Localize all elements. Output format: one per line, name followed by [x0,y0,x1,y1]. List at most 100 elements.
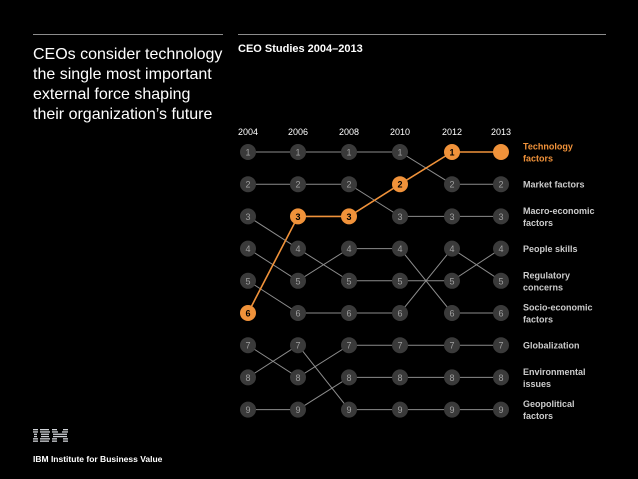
rank-label-2004-9: 9 [245,405,250,415]
rank-node-2004-9 [240,401,256,418]
rank-node-2013-7 [493,337,509,354]
rank-label-2006-1: 1 [295,148,300,158]
rank-label-2012-2: 2 [449,180,454,190]
rank-node-2008-5 [341,272,357,289]
rank-label-2006-7: 7 [295,341,300,351]
rank-label-2008-5: 5 [346,276,351,286]
series-line-environmental-issues [248,376,501,411]
factor-label-line: factors [523,218,553,228]
rank-label-2008-8: 8 [346,373,351,383]
factor-label-line: issues [523,379,551,389]
rank-node-2012-6 [444,305,460,321]
rank-node-2010-4 [392,240,408,257]
rank-node-2010-6 [392,305,408,321]
rank-label-2012-4: 4 [449,244,454,254]
rank-node-2013-4 [493,240,509,257]
factor-label-line: Regulatory [523,270,570,280]
rank-node-2006-7 [290,337,306,354]
rank-label-2012-5: 5 [449,276,454,286]
year-label-2012: 2012 [442,127,462,137]
rank-label-2012-1: 1 [449,148,454,158]
rank-label-2010-4: 4 [397,244,402,254]
rank-label-2013-9: 9 [498,405,503,415]
series-line-globalization [247,344,501,378]
rank-label-2006-2: 2 [295,180,300,190]
factor-label-line: factors [523,315,553,325]
rank-node-2013-3 [493,208,509,225]
rank-node-2008-7 [341,337,357,354]
rank-node-2006-3 [290,208,306,225]
rank-node-2010-5 [392,272,408,289]
rank-node-2013-1 [493,144,509,160]
factor-label-line: Technology [523,142,573,152]
factor-label-5: Regulatory concerns [523,270,570,292]
rank-node-2010-9 [392,401,408,418]
rank-label-2010-9: 9 [397,405,402,415]
footer-source: IBM Institute for Business Value [33,454,163,464]
rank-label-2010-7: 7 [397,341,402,351]
rank-label-2008-6: 6 [346,309,351,319]
series-line-socio-economic-factors [247,248,501,314]
rank-node-2008-9 [341,401,357,418]
top-rule-right [238,34,606,35]
factor-label-line: Macro-economic [523,206,595,216]
rank-label-2010-1: 1 [397,148,402,158]
chart-title: CEO Studies 2004–2013 [238,43,363,55]
factor-label-line: Market factors [523,180,585,190]
rank-label-2008-2: 2 [346,180,351,190]
rank-node-2013-6 [493,305,509,321]
rank-node-2010-7 [392,337,408,354]
rank-label-2004-2: 2 [245,180,250,190]
factor-label-3: Macro-economic factors [523,206,595,228]
factor-label-7: Globalization [523,341,580,351]
rank-node-2013-9 [493,401,509,418]
rank-node-2013-5 [493,272,509,289]
rank-label-2012-3: 3 [449,212,454,222]
rank-label-2013-7: 7 [498,341,503,351]
factor-label-line: factors [523,154,553,164]
factor-label-2: Market factors [523,180,585,190]
rank-node-2013-2 [493,176,509,193]
year-label-2004: 2004 [238,127,258,137]
rank-label-2006-9: 9 [295,405,300,415]
factor-label-line: concerns [523,282,563,292]
rank-label-2012-8: 8 [449,373,454,383]
rank-label-2012-9: 9 [449,405,454,415]
rank-node-2010-3 [392,208,408,225]
rank-label-2010-8: 8 [397,373,402,383]
top-rule-left [33,34,223,35]
series-line-regulatory-concerns [247,247,502,314]
rank-label-2008-1: 1 [346,148,351,158]
rank-node-2004-2 [240,176,256,193]
rank-node-2010-8 [392,369,408,386]
rank-node-2004-3 [240,208,256,225]
rank-label-2004-6: 6 [245,309,250,319]
factor-label-line: People skills [523,244,578,254]
rank-label-2004-7: 7 [245,341,250,351]
rank-node-2004-8 [240,369,256,386]
factor-label-6: Socio-economic factors [523,303,593,325]
rank-node-2006-6 [290,305,306,321]
rank-label-2012-7: 7 [449,341,454,351]
rank-node-2004-7 [240,337,256,354]
rank-label-2004-8: 8 [245,373,250,383]
rank-node-2004-4 [240,240,256,257]
rank-node-2008-4 [341,240,357,257]
series-line-people-skills [247,215,502,282]
rank-label-2004-1: 1 [245,148,250,158]
rank-label-2006-6: 6 [295,309,300,319]
rank-label-2006-3: 3 [295,212,300,222]
rank-label-2010-2: 2 [397,180,402,190]
rank-node-2012-9 [444,401,460,418]
rank-label-2010-6: 6 [397,309,402,319]
rank-label-2010-3: 3 [397,212,402,222]
rank-node-2004-1 [240,144,256,160]
year-label-2006: 2006 [288,127,308,137]
rank-label-2008-3: 3 [346,212,351,222]
factor-label-8: Environmental issues [523,367,586,389]
rank-label-2006-8: 8 [295,373,300,383]
rank-node-2012-3 [444,208,460,225]
factor-label-9: Geopolitical factors [523,399,575,421]
rank-node-2008-6 [341,305,357,321]
factor-label-line: Geopolitical [523,399,575,409]
